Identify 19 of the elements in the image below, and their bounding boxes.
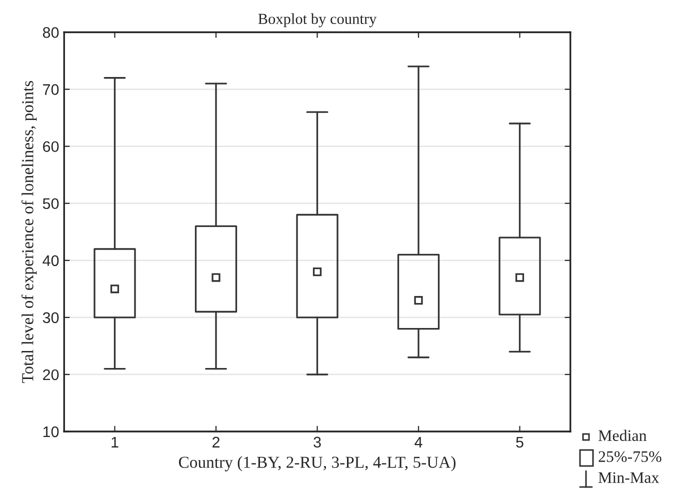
y-tick-label: 70 — [43, 84, 59, 95]
x-tick-label: 4 — [414, 436, 422, 448]
text: 25%-75% — [598, 451, 662, 462]
y-tick-label: 10 — [43, 426, 59, 438]
text: Median — [598, 430, 647, 441]
x-tick-label: 1 — [112, 436, 118, 448]
y-tick-label: 30 — [42, 312, 59, 324]
y-tick-label: 50 — [42, 198, 59, 210]
y-axis-title: Total level of experience of loneliness, points — [21, 81, 37, 384]
y-tick-label: 20 — [43, 369, 59, 380]
x-tick-label: 3 — [314, 436, 321, 448]
y-tick-label: 60 — [43, 141, 59, 152]
y-tick-label: 80 — [42, 27, 59, 38]
text: Min-Max — [598, 472, 660, 483]
x-tick-label: 5 — [516, 436, 524, 448]
y-tick-label: 40 — [42, 255, 59, 266]
chart-title: Boxplot by country — [258, 13, 377, 28]
x-axis-title: Country (1-BY, 2-RU, 3-PL, 4-LT, 5-UA) — [178, 456, 456, 472]
x-tick-label: 2 — [212, 436, 220, 448]
